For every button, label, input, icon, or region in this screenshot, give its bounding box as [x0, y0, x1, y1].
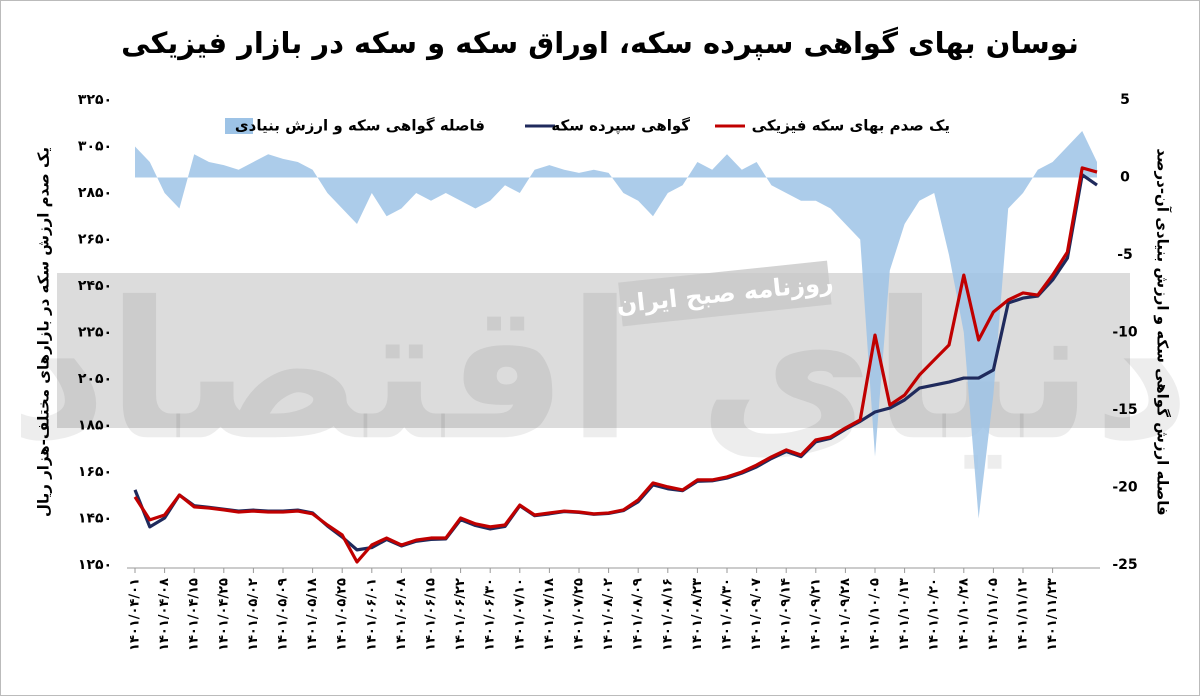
- y-tick-label: ۱۴۵۰: [78, 511, 112, 527]
- y-tick-label: ۱۸۵۰: [78, 418, 112, 434]
- y2-tick-label: 0: [1120, 170, 1130, 186]
- watermark: دنیای اقتصاد: [9, 261, 1190, 482]
- y-tick-label: ۱۶۵۰: [78, 464, 112, 480]
- x-tick-label: ۱۴۰۱/۱۰/۱۳: [897, 578, 912, 651]
- y2-tick-label: -25: [1112, 557, 1137, 573]
- y-tick-label: ۲۶۵۰: [78, 232, 112, 248]
- x-tick-label: ۱۴۰۱/۰۷/۱۸: [542, 578, 557, 651]
- x-tick-label: ۱۴۰۱/۰۷/۱۰: [512, 578, 527, 651]
- y2-tick-label: -20: [1112, 480, 1138, 496]
- x-tick-label: ۱۴۰۱/۰۹/۲۸: [838, 578, 853, 651]
- y-tick-label: ۱۲۵۰: [78, 557, 112, 573]
- x-tick-label: ۱۴۰۱/۱۱/۱۲: [1016, 578, 1031, 651]
- x-tick-label: ۱۴۰۱/۰۴/۱۵: [187, 578, 202, 651]
- y-tick-label: ۲۰۵۰: [78, 371, 112, 387]
- y2-tick-label: -5: [1117, 247, 1133, 263]
- watermark-band: [57, 273, 1130, 428]
- x-tick-label: ۱۴۰۱/۰۵/۰۲: [246, 578, 261, 651]
- x-tick-label: ۱۴۰۱/۰۹/۰۷: [749, 578, 764, 651]
- area: [135, 131, 1097, 519]
- x-tick-label: ۱۴۰۱/۰۴/۰۸: [157, 578, 172, 651]
- x-tick-label: ۱۴۰۱/۰۴/۰۱: [128, 578, 143, 651]
- x-tick-label: ۱۴۰۱/۰۸/۲۳: [690, 578, 705, 651]
- x-tick-label: ۱۴۰۱/۰۹/۱۴: [779, 578, 794, 651]
- x-tick-label: ۱۴۰۱/۱۰/۲۰: [927, 578, 942, 651]
- x-tick-label: ۱۴۰۱/۰۸/۰۹: [631, 578, 646, 651]
- x-tick-label: ۱۴۰۱/۰۶/۰۱: [364, 578, 379, 651]
- y2-tick-label: -10: [1112, 325, 1138, 341]
- x-tick-label: ۱۴۰۱/۰۶/۱۵: [424, 578, 439, 651]
- stamp-box: [618, 260, 832, 327]
- x-tick-label: ۱۴۰۱/۱۱/۲۳: [1045, 578, 1060, 651]
- y-axis-title: یک صدم ارزش سکه در بازارهای مختلف-هزار ر…: [35, 147, 53, 517]
- legend-label: فاصله گواهی سکه و ارزش بنیادی: [235, 117, 485, 135]
- y-tick-label: ۳۰۵۰: [78, 139, 112, 155]
- x-tick-label: ۱۴۰۱/۰۸/۰۲: [601, 578, 616, 651]
- legend-label: یک صدم بهای سکه فیزیکی: [752, 117, 950, 135]
- x-tick-label: ۱۴۰۱/۰۶/۰۸: [394, 578, 409, 651]
- y-tick-label: ۲۲۵۰: [78, 325, 112, 341]
- y2-tick-label: 5: [1120, 92, 1130, 108]
- x-tick-label: ۱۴۰۱/۰۸/۳۰: [720, 578, 735, 651]
- x-tick-label: ۱۴۰۱/۰۵/۱۸: [305, 578, 320, 651]
- x-tick-label: ۱۴۰۱/۰۷/۲۵: [572, 578, 587, 651]
- y-tick-label: ۲۴۵۰: [78, 278, 112, 294]
- x-tick-label: ۱۴۰۱/۱۱/۰۵: [986, 578, 1001, 651]
- y2-axis-title: فاصله ارزش گواهی سکه و ارزش بنیادی آن-در…: [1154, 148, 1172, 515]
- y2-tick-label: -15: [1112, 402, 1137, 418]
- y-tick-label: ۲۸۵۰: [78, 185, 112, 201]
- x-tick-label: ۱۴۰۱/۰۹/۲۱: [808, 578, 823, 651]
- x-tick-label: ۱۴۰۱/۰۸/۱۶: [660, 578, 675, 651]
- x-tick-label: ۱۴۰۱/۰۴/۲۵: [216, 578, 231, 651]
- x-tick-label: ۱۴۰۱/۱۰/۲۸: [956, 578, 971, 651]
- y-tick-label: ۳۲۵۰: [78, 92, 112, 108]
- x-tick-label: ۱۴۰۱/۱۰/۰۵: [868, 578, 883, 651]
- legend-label: گواهی سپرده سکه: [551, 117, 690, 136]
- x-tick-label: ۱۴۰۱/۰۵/۰۹: [276, 578, 291, 651]
- chart-title: نوسان بهای گواهی سپرده سکه، اوراق سکه و …: [121, 26, 1079, 61]
- x-tick-label: ۱۴۰۱/۰۵/۲۵: [335, 578, 350, 651]
- legend-swatch: [225, 118, 253, 134]
- line: [133, 166, 1098, 564]
- x-tick-label: ۱۴۰۱/۰۶/۲۲: [453, 578, 468, 651]
- x-tick-label: ۱۴۰۱/۰۶/۳۰: [483, 578, 498, 651]
